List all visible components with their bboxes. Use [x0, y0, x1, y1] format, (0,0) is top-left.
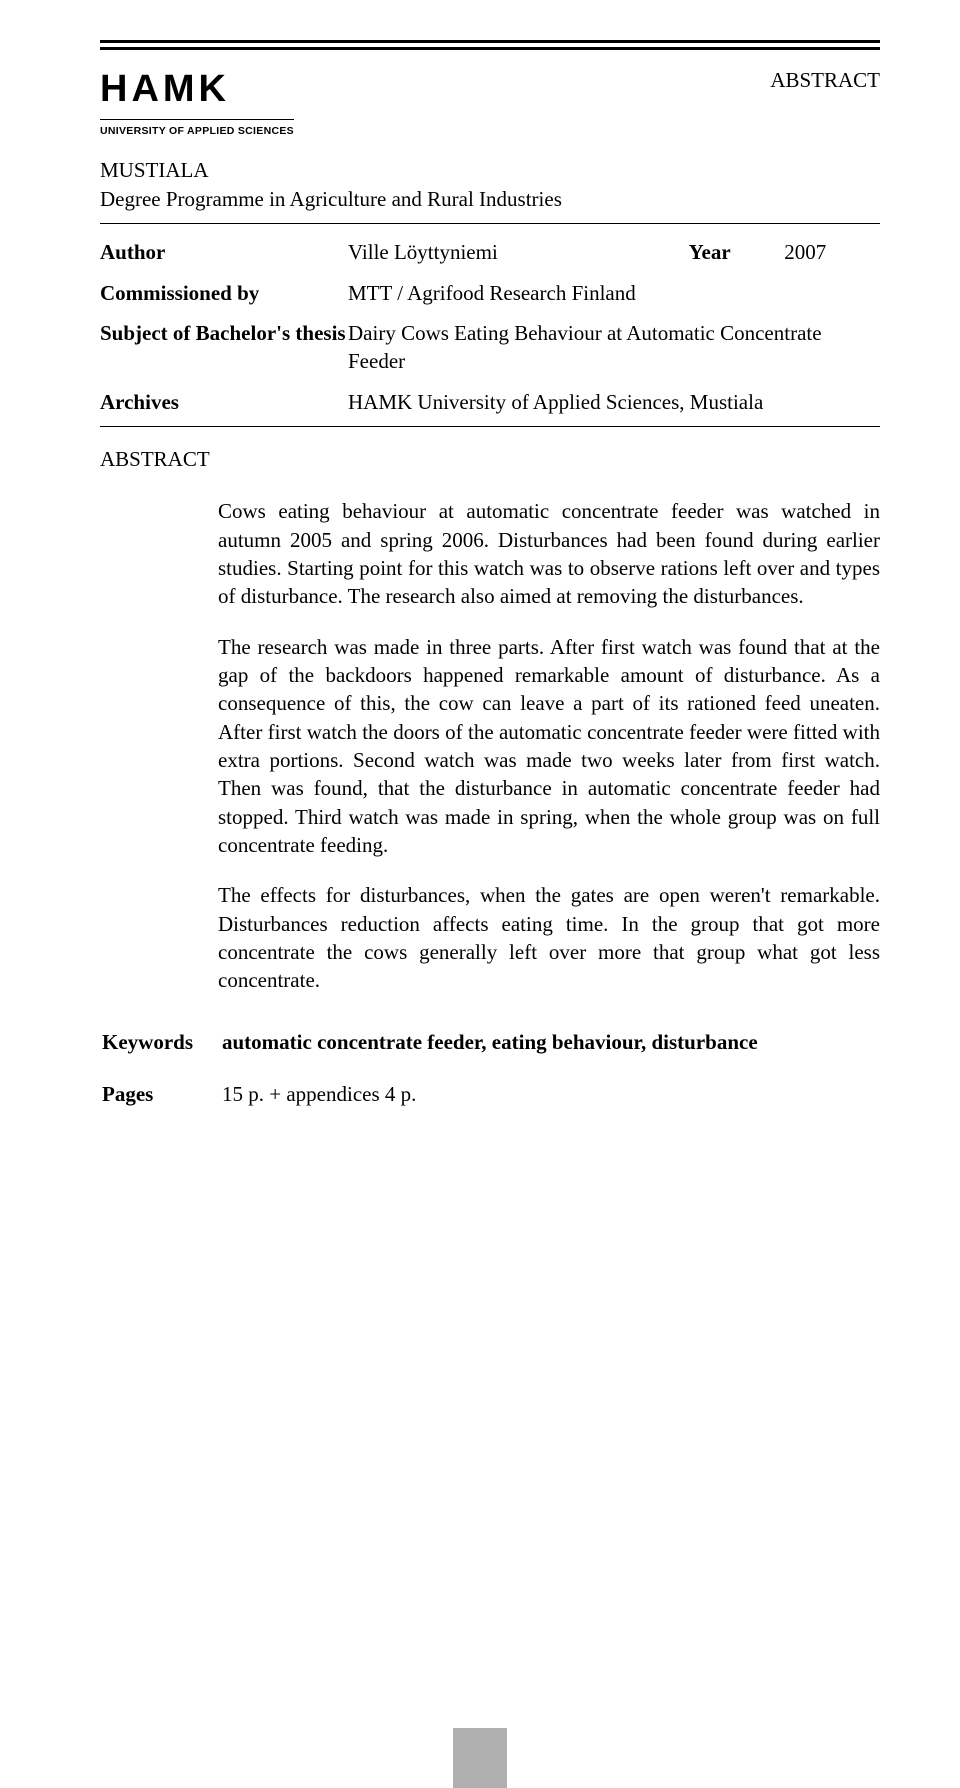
author-label: Author — [100, 232, 348, 272]
footer-spacer — [102, 1061, 878, 1075]
logo-sub: UNIVERSITY OF APPLIED SCIENCES — [100, 119, 294, 138]
rule-below-meta — [100, 426, 880, 427]
page-foot-gray-block — [453, 1728, 507, 1788]
year-label: Year — [689, 232, 785, 272]
meta-row-subject: Subject of Bachelor's thesis Dairy Cows … — [100, 313, 880, 382]
subject-label: Subject of Bachelor's thesis — [100, 313, 348, 382]
rule-above-meta — [100, 223, 880, 224]
keywords-value: automatic concentrate feeder, eating beh… — [222, 1025, 878, 1059]
abstract-p3: The effects for disturbances, when the g… — [218, 881, 880, 994]
year-value: 2007 — [784, 232, 880, 272]
keywords-label: Keywords — [102, 1025, 220, 1059]
top-rule-2 — [100, 47, 880, 50]
abstract-heading: ABSTRACT — [100, 445, 880, 473]
programme-unit: MUSTIALA — [100, 156, 880, 184]
abstract-label-top: ABSTRACT — [770, 62, 880, 94]
programme-block: MUSTIALA Degree Programme in Agriculture… — [100, 156, 880, 213]
meta-row-author: Author Ville Löyttyniemi Year 2007 — [100, 232, 880, 272]
author-value: Ville Löyttyniemi — [348, 232, 689, 272]
meta-row-commissioned: Commissioned by MTT / Agrifood Research … — [100, 273, 880, 313]
header-row: HAMK UNIVERSITY OF APPLIED SCIENCES ABST… — [100, 62, 880, 138]
logo-main: HAMK — [100, 64, 294, 115]
pages-label: Pages — [102, 1077, 220, 1111]
commissioned-value: MTT / Agrifood Research Finland — [348, 273, 880, 313]
meta-row-archives: Archives HAMK University of Applied Scie… — [100, 382, 880, 422]
abstract-p2: The research was made in three parts. Af… — [218, 633, 880, 860]
commissioned-label: Commissioned by — [100, 273, 348, 313]
pages-value: 15 p. + appendices 4 p. — [222, 1077, 878, 1111]
top-rule-1 — [100, 40, 880, 43]
archives-label: Archives — [100, 382, 348, 422]
abstract-p1: Cows eating behaviour at automatic conce… — [218, 497, 880, 610]
footer-row-keywords: Keywords automatic concentrate feeder, e… — [102, 1025, 878, 1059]
footer-row-pages: Pages 15 p. + appendices 4 p. — [102, 1077, 878, 1111]
subject-value: Dairy Cows Eating Behaviour at Automatic… — [348, 313, 880, 382]
footer-table: Keywords automatic concentrate feeder, e… — [100, 1023, 880, 1114]
programme-name: Degree Programme in Agriculture and Rura… — [100, 185, 880, 213]
logo-block: HAMK UNIVERSITY OF APPLIED SCIENCES — [100, 62, 294, 138]
meta-table: Author Ville Löyttyniemi Year 2007 Commi… — [100, 232, 880, 422]
archives-value: HAMK University of Applied Sciences, Mus… — [348, 382, 880, 422]
abstract-body: Cows eating behaviour at automatic conce… — [218, 497, 880, 995]
